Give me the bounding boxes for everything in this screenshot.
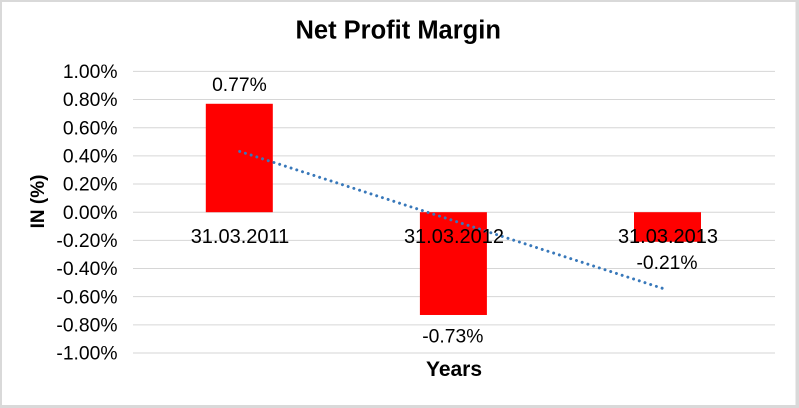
svg-text:-0.20%: -0.20% bbox=[56, 231, 117, 252]
svg-text:Net Profit Margin: Net Profit Margin bbox=[295, 16, 500, 44]
svg-text:0.20%: 0.20% bbox=[63, 175, 118, 196]
svg-text:31.03.2013: 31.03.2013 bbox=[618, 226, 718, 248]
svg-text:-0.60%: -0.60% bbox=[56, 287, 117, 308]
svg-text:0.00%: 0.00% bbox=[63, 203, 118, 224]
svg-text:-1.00%: -1.00% bbox=[56, 344, 117, 365]
svg-text:31.03.2012: 31.03.2012 bbox=[404, 226, 504, 248]
svg-text:-0.40%: -0.40% bbox=[56, 259, 117, 280]
svg-text:-0.80%: -0.80% bbox=[56, 315, 117, 336]
svg-text:31.03.2011: 31.03.2011 bbox=[191, 226, 290, 248]
svg-text:0.60%: 0.60% bbox=[63, 118, 118, 139]
svg-text:0.80%: 0.80% bbox=[63, 90, 118, 111]
svg-text:0.40%: 0.40% bbox=[63, 147, 118, 168]
svg-text:0.77%: 0.77% bbox=[212, 75, 267, 96]
svg-text:-0.73%: -0.73% bbox=[422, 327, 483, 348]
svg-text:1.00%: 1.00% bbox=[63, 62, 118, 83]
svg-text:IN (%): IN (%) bbox=[28, 175, 49, 229]
svg-text:Years: Years bbox=[426, 358, 482, 381]
svg-text:-0.21%: -0.21% bbox=[636, 253, 697, 274]
